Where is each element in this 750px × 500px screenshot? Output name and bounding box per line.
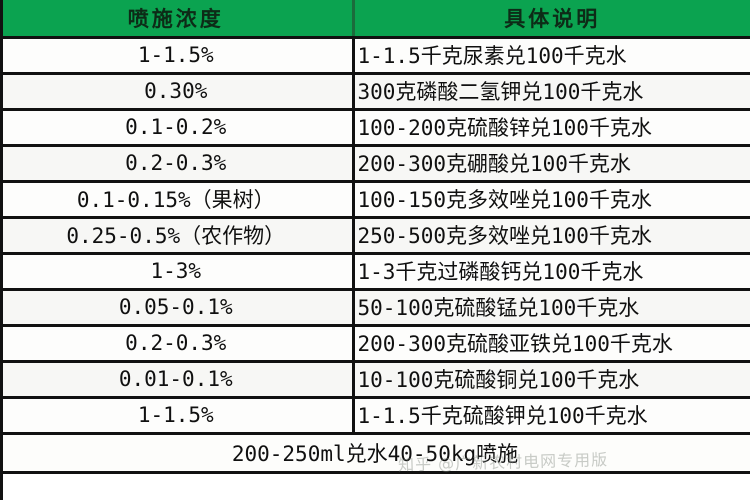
cell-description: 1-1.5千克硫酸钾兑100千克水 xyxy=(353,397,750,435)
cell-description: 10-100克硫酸铜兑100千克水 xyxy=(353,361,750,399)
cell-description: 1-3千克过磷酸钙兑100千克水 xyxy=(353,253,750,291)
cell-description: 200-300克硼酸兑100千克水 xyxy=(353,145,750,183)
table-row: 0.25-0.5%（农作物） 250-500克多效唑兑100千克水 xyxy=(0,217,750,255)
cell-concentration: 1-1.5% xyxy=(0,37,355,75)
cell-description: 1-1.5千克尿素兑100千克水 xyxy=(353,37,750,75)
header-row: 喷施浓度 具体说明 xyxy=(0,0,750,39)
cell-concentration: 0.30% xyxy=(0,73,355,111)
table-header: 喷施浓度 具体说明 xyxy=(0,0,750,39)
cell-concentration: 1-1.5% xyxy=(0,397,355,435)
cell-concentration: 0.1-0.15%（果树） xyxy=(0,181,355,219)
table-row: 1-1.5% 1-1.5千克尿素兑100千克水 xyxy=(0,37,750,75)
table-row: 1-3% 1-3千克过磷酸钙兑100千克水 xyxy=(0,253,750,291)
table-body: 1-1.5% 1-1.5千克尿素兑100千克水 0.30% 300克磷酸二氢钾兑… xyxy=(0,37,750,474)
cell-total-dilution: 200-250ml兑水40-50kg喷施 xyxy=(0,433,750,474)
table-row: 0.1-0.15%（果树） 100-150克多效唑兑100千克水 xyxy=(0,181,750,219)
cell-description: 100-150克多效唑兑100千克水 xyxy=(353,181,750,219)
column-header-description: 具体说明 xyxy=(353,0,750,39)
table-row: 0.2-0.3% 200-300克硼酸兑100千克水 xyxy=(0,145,750,183)
cell-description: 250-500克多效唑兑100千克水 xyxy=(353,217,750,255)
table-row: 1-1.5% 1-1.5千克硫酸钾兑100千克水 xyxy=(0,397,750,435)
cell-concentration: 0.05-0.1% xyxy=(0,289,355,327)
cell-concentration: 0.1-0.2% xyxy=(0,109,355,147)
cell-concentration: 0.2-0.3% xyxy=(0,325,355,363)
table-row: 0.01-0.1% 10-100克硫酸铜兑100千克水 xyxy=(0,361,750,399)
cell-concentration: 0.2-0.3% xyxy=(0,145,355,183)
cell-concentration: 0.25-0.5%（农作物） xyxy=(0,217,355,255)
cell-description: 100-200克硫酸锌兑100千克水 xyxy=(353,109,750,147)
spray-concentration-table: 喷施浓度 具体说明 1-1.5% 1-1.5千克尿素兑100千克水 0.30% … xyxy=(0,0,750,474)
column-header-concentration: 喷施浓度 xyxy=(0,0,355,39)
table-total-row: 200-250ml兑水40-50kg喷施 xyxy=(0,433,750,474)
cell-concentration: 1-3% xyxy=(0,253,355,291)
cell-description: 200-300克硫酸亚铁兑100千克水 xyxy=(353,325,750,363)
cell-description: 300克磷酸二氢钾兑100千克水 xyxy=(353,73,750,111)
cell-concentration: 0.01-0.1% xyxy=(0,361,355,399)
cell-description: 50-100克硫酸锰兑100千克水 xyxy=(353,289,750,327)
table-row: 0.1-0.2% 100-200克硫酸锌兑100千克水 xyxy=(0,109,750,147)
table-row: 0.2-0.3% 200-300克硫酸亚铁兑100千克水 xyxy=(0,325,750,363)
table-row: 0.30% 300克磷酸二氢钾兑100千克水 xyxy=(0,73,750,111)
table-row: 0.05-0.1% 50-100克硫酸锰兑100千克水 xyxy=(0,289,750,327)
